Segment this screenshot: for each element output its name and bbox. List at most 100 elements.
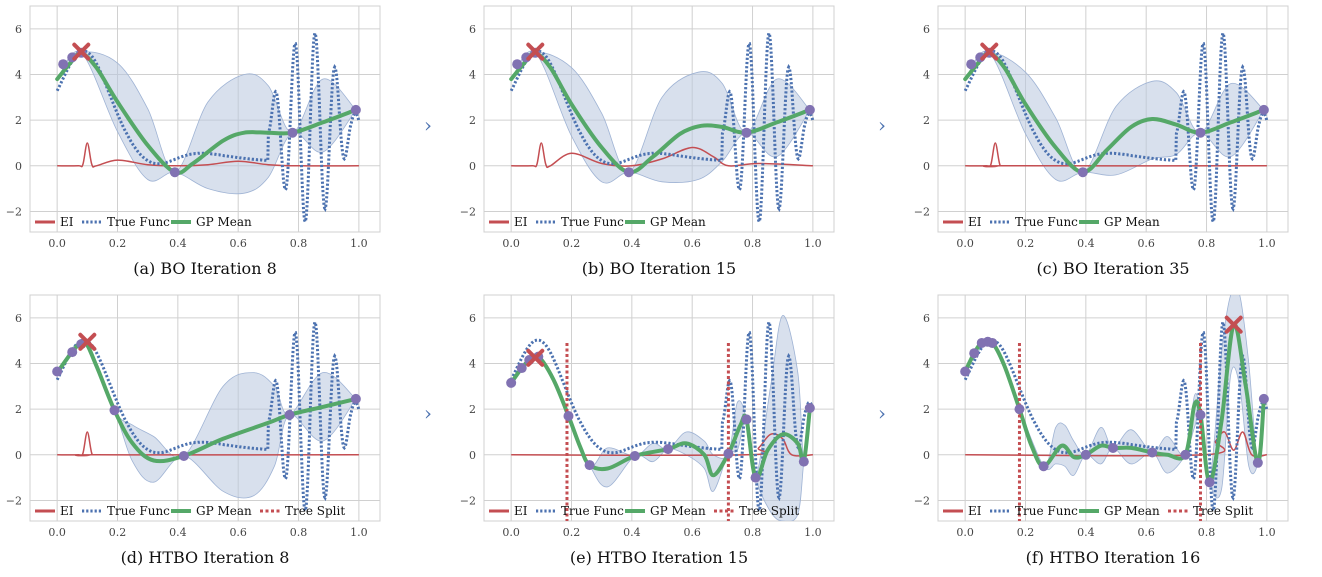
observed-point — [1077, 167, 1088, 178]
true-func-line — [509, 319, 815, 516]
x-tick-label: 0.0 — [956, 526, 974, 539]
legend-label: True Func — [107, 215, 170, 229]
y-tick-label: 6 — [469, 312, 476, 325]
y-tick-label: 4 — [15, 357, 22, 370]
chart-panel: 0.0 0.2 0.4 0.6 0.8 1.0 −2 0 2 4 6 EI True Func GP Me… — [460, 5, 835, 278]
observed-point — [741, 127, 752, 138]
arrow-glyph: › — [878, 113, 886, 137]
y-tick-label: 6 — [15, 312, 22, 325]
y-tick-label: 0 — [15, 160, 22, 173]
y-tick-label: 0 — [469, 449, 476, 462]
arrow-glyph: › — [878, 401, 886, 425]
observed-point — [750, 472, 761, 483]
observed-point — [629, 450, 640, 461]
observed-point — [1204, 477, 1215, 488]
observed-point — [506, 377, 517, 388]
ei-line — [511, 433, 813, 457]
observed-point — [1014, 404, 1025, 415]
chart-panel: 0.0 0.2 0.4 0.6 0.8 1.0 −2 0 2 4 6 EI True Func GP Me… — [914, 294, 1289, 567]
y-tick-label: 0 — [469, 160, 476, 173]
x-tick-label: 0.8 — [744, 237, 762, 250]
y-tick-label: 6 — [923, 23, 930, 36]
chart-panel: 0.0 0.2 0.4 0.6 0.8 1.0 −2 0 2 4 6 EI True Func GP Me… — [914, 5, 1289, 278]
observed-point — [1180, 449, 1191, 460]
x-tick-label: 0.4 — [169, 237, 187, 250]
x-tick-label: 0.8 — [1198, 526, 1216, 539]
x-tick-label: 0.8 — [744, 526, 762, 539]
x-tick-label: 1.0 — [1258, 526, 1276, 539]
observed-point — [350, 393, 361, 404]
legend-label: GP Mean — [1104, 504, 1160, 518]
y-tick-label: 0 — [15, 449, 22, 462]
panel-caption: (f) HTBO Iteration 16 — [1026, 548, 1201, 567]
legend: EI True Func GP Mean Tree Split — [943, 504, 1253, 518]
observed-point — [350, 104, 361, 115]
x-tick-label: 0.2 — [563, 237, 581, 250]
observed-point — [1258, 104, 1269, 115]
plot-content — [960, 295, 1269, 521]
x-tick-label: 1.0 — [1258, 237, 1276, 250]
legend-label: True Func — [561, 504, 624, 518]
legend: EI True Func GP Mean — [35, 215, 252, 229]
legend-label: Tree Split — [285, 504, 345, 518]
observed-point — [969, 348, 980, 359]
y-tick-label: 4 — [923, 68, 930, 81]
x-tick-label: 0.0 — [502, 237, 520, 250]
x-tick-label: 0.6 — [1137, 526, 1155, 539]
x-tick-label: 0.0 — [48, 237, 66, 250]
y-tick-label: 6 — [469, 23, 476, 36]
x-tick-label: 0.4 — [623, 526, 641, 539]
x-tick-label: 1.0 — [350, 526, 368, 539]
x-tick-label: 0.6 — [683, 526, 701, 539]
y-tick-label: −2 — [6, 494, 22, 507]
arrows: › › › › — [424, 113, 886, 425]
y-tick-label: −2 — [460, 205, 476, 218]
observed-point — [1195, 409, 1206, 420]
legend-label: Tree Split — [1193, 504, 1253, 518]
x-tick-label: 0.4 — [169, 526, 187, 539]
legend-label: GP Mean — [650, 215, 706, 229]
gp-mean-line — [963, 322, 1266, 485]
legend-label: GP Mean — [650, 504, 706, 518]
legend-label: GP Mean — [196, 215, 252, 229]
x-tick-label: 0.6 — [229, 237, 247, 250]
observed-point — [584, 460, 595, 471]
legend: EI True Func GP Mean Tree Split — [35, 504, 345, 518]
y-tick-label: 2 — [469, 114, 476, 127]
observed-point — [804, 403, 815, 413]
observed-point — [723, 448, 734, 459]
y-tick-label: 0 — [923, 449, 930, 462]
y-tick-label: 2 — [469, 403, 476, 416]
observed-point — [741, 414, 752, 425]
observed-point — [1147, 447, 1158, 458]
y-tick-label: 2 — [15, 403, 22, 416]
best-point-marker — [980, 42, 999, 61]
best-point-marker — [526, 348, 545, 367]
best-point-marker — [72, 42, 91, 61]
observed-point — [1252, 457, 1263, 468]
observed-point — [287, 127, 298, 138]
y-tick-label: −2 — [914, 205, 930, 218]
legend: EI True Func GP Mean — [489, 215, 706, 229]
y-tick-label: 4 — [15, 68, 22, 81]
best-point-marker — [526, 42, 545, 61]
legend-label: Tree Split — [739, 504, 799, 518]
observed-point — [284, 409, 295, 420]
x-tick-label: 0.4 — [1077, 237, 1095, 250]
observed-point — [1258, 393, 1269, 404]
y-tick-label: 2 — [15, 114, 22, 127]
x-tick-label: 0.4 — [623, 237, 641, 250]
observed-point — [798, 456, 809, 467]
x-tick-label: 0.2 — [109, 237, 127, 250]
observed-point — [58, 59, 69, 70]
observed-point — [623, 167, 634, 178]
x-tick-label: 0.8 — [290, 526, 308, 539]
panel-caption: (d) HTBO Iteration 8 — [121, 548, 290, 567]
plot-content — [506, 315, 815, 521]
x-tick-label: 0.8 — [290, 237, 308, 250]
y-tick-label: 0 — [923, 160, 930, 173]
y-tick-label: −2 — [460, 494, 476, 507]
legend-label: True Func — [1015, 215, 1078, 229]
x-tick-label: 1.0 — [350, 237, 368, 250]
x-tick-label: 0.2 — [1017, 237, 1035, 250]
